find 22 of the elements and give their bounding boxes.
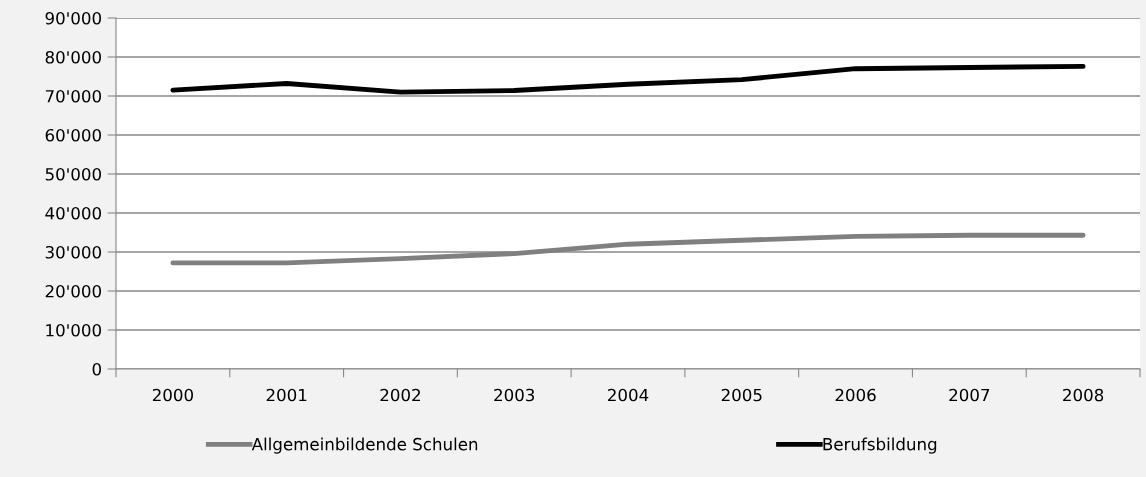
y-tick-label: 70'000 (45, 89, 101, 103)
y-tick-label: 0 (92, 362, 101, 376)
y-tick-label: 90'000 (45, 11, 101, 25)
x-tick-label: 2005 (721, 388, 762, 402)
x-tick-label: 2002 (380, 388, 420, 402)
x-tick-label: 2006 (835, 388, 876, 402)
x-tick-label: 2004 (608, 388, 649, 402)
line-series (170, 63, 1086, 95)
x-tick-label: 2001 (266, 388, 307, 402)
x-tick-label: 2008 (1063, 388, 1104, 402)
x-tick-label: 2003 (494, 388, 535, 402)
y-tick-label: 50'000 (45, 167, 101, 181)
x-tick-label: 2007 (949, 388, 990, 402)
y-tick-label: 40'000 (45, 206, 101, 220)
y-tick-label: 10'000 (46, 323, 101, 337)
y-tick-label: 30'000 (45, 245, 101, 259)
y-tick-label: 80'000 (45, 50, 101, 64)
legend-label: Berufsbildung (823, 437, 937, 454)
y-tick-label: 60'000 (45, 128, 101, 142)
x-tick-label: 2000 (152, 388, 193, 402)
y-tick-label: 20'000 (45, 284, 101, 298)
legend-label: Allgemeinbildende Schulen (251, 437, 478, 454)
